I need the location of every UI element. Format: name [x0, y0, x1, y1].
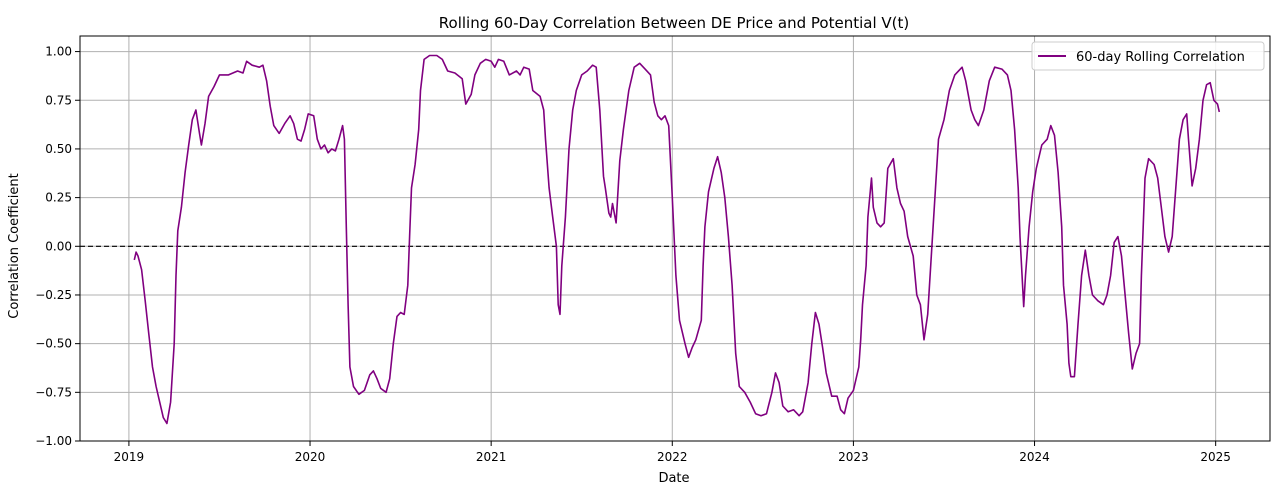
- y-tick-label: −0.50: [35, 337, 72, 351]
- series-layer: [133, 54, 1221, 425]
- legend: 60-day Rolling Correlation: [1031, 41, 1265, 71]
- x-axis-label: Date: [658, 471, 689, 486]
- legend-label: 60-day Rolling Correlation: [1076, 50, 1245, 65]
- x-tick-label: 2022: [657, 450, 688, 464]
- x-axis-ticks: 2019 2020 2021 2022 2023 2024 2025: [114, 441, 1231, 464]
- legend-box: [1031, 41, 1265, 71]
- y-tick-label: 0.75: [45, 93, 72, 107]
- grid-lines: [80, 36, 1270, 442]
- y-axis-ticks: −1.00 −0.75 −0.50 −0.25 0.00 0.25 0.50 0.75 1.00: [35, 45, 80, 448]
- y-axis-label: Correlation Coefficient: [7, 173, 22, 319]
- y-tick-label: 1.00: [45, 45, 72, 59]
- x-tick-label: 2019: [114, 450, 145, 464]
- y-tick-label: −0.25: [35, 288, 72, 302]
- series-line-rolling-correlation: [133, 54, 1221, 425]
- x-tick-label: 2025: [1200, 450, 1231, 464]
- y-tick-label: 0.50: [45, 142, 72, 156]
- plot-area-frame: [79, 35, 1271, 442]
- y-tick-label: 0.25: [45, 191, 72, 205]
- y-tick-label: 0.00: [45, 239, 72, 253]
- x-tick-label: 2023: [838, 450, 869, 464]
- x-tick-label: 2021: [476, 450, 507, 464]
- x-tick-label: 2020: [295, 450, 326, 464]
- y-tick-label: −1.00: [35, 434, 72, 448]
- chart-title: Rolling 60-Day Correlation Between DE Pr…: [439, 14, 909, 32]
- y-tick-label: −0.75: [35, 385, 72, 399]
- x-tick-label: 2024: [1019, 450, 1050, 464]
